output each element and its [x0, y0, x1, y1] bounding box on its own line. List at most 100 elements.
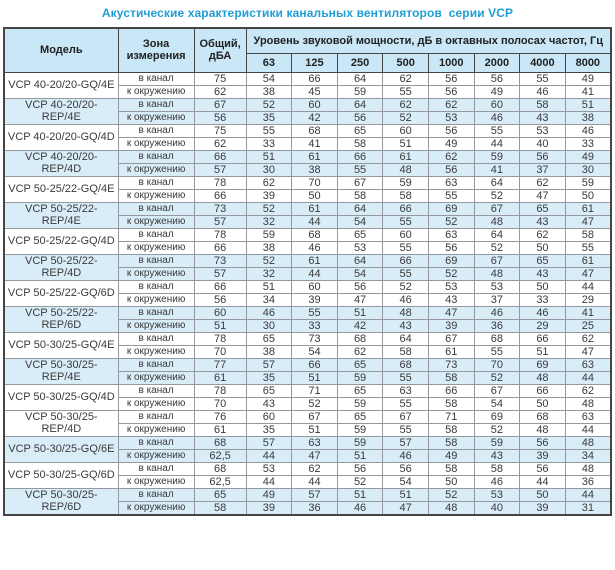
spl-value-cell: 67 [427, 331, 475, 346]
page-title: Акустические характеристики канальных ве… [101, 6, 514, 20]
total-dba-cell: 70 [193, 396, 247, 411]
spl-value-cell: 58 [427, 435, 475, 450]
spl-value-cell: 51 [245, 149, 293, 164]
total-dba-cell: 65 [193, 487, 247, 502]
spl-value-cell: 58 [382, 344, 429, 359]
spl-value-cell: 67 [291, 409, 338, 424]
spl-value-cell: 42 [336, 318, 384, 333]
table-row: VCP 50-25/22-GQ/4D в канал 78 59 68 65 60 63 64 6… [3, 227, 612, 255]
spl-value-cell: 49 [564, 149, 612, 164]
table-row: VCP 50-30/25-GQ/6E в канал 68 57 63 59 57 58 59 5… [3, 435, 612, 463]
zone-cell: к окружению [117, 370, 195, 385]
total-dba-cell: 56 [193, 110, 247, 125]
spl-value-cell: 52 [291, 396, 338, 411]
total-dba-cell: 68 [193, 461, 247, 476]
spl-value-cell: 33 [245, 136, 293, 151]
zone-cell: к окружению [117, 448, 195, 463]
spl-value-cell: 52 [473, 422, 521, 437]
spl-value-cell: 61 [382, 149, 429, 164]
spl-value-cell: 58 [336, 188, 384, 203]
table-row: к окружению 62,5 44 44 52 54 50 46 44 36 [4, 474, 612, 489]
spl-value-cell: 45 [291, 84, 338, 99]
spl-value-cell: 54 [336, 266, 384, 281]
spl-value-cell: 60 [382, 227, 429, 242]
spl-value-cell: 65 [336, 357, 384, 372]
zone-cell: в канал [117, 331, 195, 346]
spl-value-cell: 58 [427, 396, 475, 411]
spl-value-cell: 56 [519, 461, 566, 476]
table-row: к окружению 62 33 41 58 51 49 44 40 33 [4, 136, 612, 151]
spl-value-cell: 57 [382, 435, 429, 450]
spl-value-cell: 43 [245, 396, 293, 411]
zone-cell: в канал [117, 97, 195, 112]
spl-value-cell: 55 [564, 240, 612, 255]
model-cell: VCP 40-20/20-GQ/4E [3, 71, 119, 99]
spl-value-cell: 60 [382, 123, 429, 138]
spl-value-cell: 39 [291, 292, 338, 307]
spl-value-cell: 67 [336, 175, 384, 190]
header-frequency: 63 [245, 52, 293, 73]
spl-value-cell: 52 [473, 370, 521, 385]
zone-cell: в канал [117, 71, 195, 86]
zone-cell: в канал [117, 253, 195, 268]
spl-value-cell: 52 [427, 214, 475, 229]
spl-value-cell: 52 [427, 487, 475, 502]
spl-value-cell: 60 [291, 97, 338, 112]
spl-value-cell: 67 [473, 383, 521, 398]
spl-value-cell: 29 [564, 292, 612, 307]
table-row: VCP 50-30/25-REP/6D в канал 65 49 57 51 51 52 53… [3, 487, 612, 515]
total-dba-cell: 66 [193, 149, 247, 164]
zone-cell: в канал [117, 487, 195, 502]
spl-value-cell: 56 [336, 110, 384, 125]
spl-value-cell: 48 [473, 214, 521, 229]
spl-value-cell: 62 [245, 175, 293, 190]
spl-value-cell: 49 [473, 84, 521, 99]
spl-value-cell: 44 [291, 266, 338, 281]
zone-cell: к окружению [117, 136, 195, 151]
zone-cell: в канал [117, 123, 195, 138]
table-row: к окружению 66 39 50 58 58 55 52 47 50 [4, 188, 612, 203]
spl-value-cell: 60 [473, 97, 521, 112]
table-row: VCP 50-30/25-REP/4E в канал 77 57 66 65 68 73 70… [3, 357, 612, 385]
total-dba-cell: 67 [193, 97, 247, 112]
spl-value-cell: 53 [427, 279, 475, 294]
spl-value-cell: 47 [291, 448, 338, 463]
spl-value-cell: 68 [382, 357, 429, 372]
total-dba-cell: 56 [193, 292, 247, 307]
spl-value-cell: 52 [382, 110, 429, 125]
total-dba-cell: 78 [193, 175, 247, 190]
spl-value-cell: 59 [336, 435, 384, 450]
total-dba-cell: 60 [193, 305, 247, 320]
total-dba-cell: 70 [193, 344, 247, 359]
zone-cell: в канал [117, 357, 195, 372]
model-cell: VCP 50-30/25-GQ/4E [3, 331, 119, 359]
spl-value-cell: 58 [519, 97, 566, 112]
spl-value-cell: 40 [473, 500, 521, 515]
spl-value-cell: 44 [245, 474, 293, 489]
header-frequency: 1000 [427, 52, 475, 73]
spl-value-cell: 55 [382, 422, 429, 437]
spl-value-cell: 47 [564, 214, 612, 229]
spl-value-cell: 52 [336, 474, 384, 489]
spl-value-cell: 46 [245, 305, 293, 320]
zone-cell: к окружению [117, 318, 195, 333]
spl-value-cell: 33 [291, 318, 338, 333]
spl-value-cell: 55 [382, 396, 429, 411]
spl-value-cell: 58 [427, 422, 475, 437]
spl-value-cell: 34 [564, 448, 612, 463]
spl-value-cell: 56 [336, 461, 384, 476]
spl-value-cell: 59 [245, 227, 293, 242]
spl-value-cell: 67 [473, 253, 521, 268]
table-row: к окружению 66 38 46 53 55 56 52 50 55 [4, 240, 612, 255]
spl-value-cell: 62 [427, 149, 475, 164]
spl-value-cell: 44 [519, 474, 566, 489]
spl-value-cell: 43 [519, 266, 566, 281]
spl-value-cell: 56 [336, 279, 384, 294]
spl-value-cell: 54 [336, 214, 384, 229]
table-row: VCP 50-30/25-GQ/4E в канал 78 65 73 68 64 67 68 6… [3, 331, 612, 359]
spl-value-cell: 62 [519, 175, 566, 190]
model-cell: VCP 50-30/25-GQ/6D [3, 461, 119, 489]
total-dba-cell: 51 [193, 318, 247, 333]
spl-value-cell: 57 [245, 357, 293, 372]
